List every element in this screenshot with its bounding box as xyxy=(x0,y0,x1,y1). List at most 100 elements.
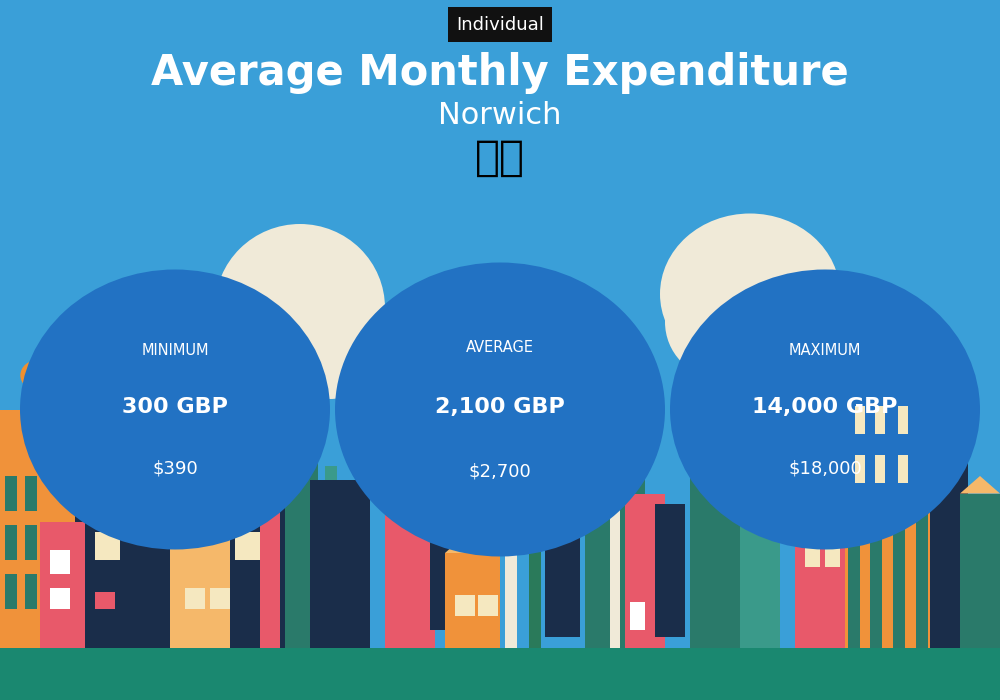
Text: AVERAGE: AVERAGE xyxy=(466,340,534,356)
Bar xyxy=(855,406,865,434)
Ellipse shape xyxy=(20,360,56,391)
Bar xyxy=(25,525,37,560)
Bar xyxy=(210,588,230,609)
Bar xyxy=(5,476,17,511)
Ellipse shape xyxy=(735,336,815,406)
Ellipse shape xyxy=(335,262,665,556)
Bar xyxy=(130,476,155,504)
Ellipse shape xyxy=(44,419,80,450)
Ellipse shape xyxy=(809,357,841,385)
Ellipse shape xyxy=(665,266,775,378)
Text: Average Monthly Expenditure: Average Monthly Expenditure xyxy=(151,52,849,94)
Ellipse shape xyxy=(127,377,163,407)
Bar xyxy=(928,424,968,648)
Ellipse shape xyxy=(215,224,385,392)
Bar xyxy=(655,504,685,637)
Bar xyxy=(235,532,260,560)
Bar xyxy=(845,340,930,648)
Bar xyxy=(230,508,300,648)
Bar xyxy=(50,574,62,609)
Bar xyxy=(5,525,17,560)
Bar xyxy=(0,410,75,648)
Ellipse shape xyxy=(730,287,830,385)
Bar xyxy=(25,574,37,609)
Ellipse shape xyxy=(670,270,980,550)
Bar xyxy=(300,438,318,648)
Bar xyxy=(825,441,840,469)
Text: $2,700: $2,700 xyxy=(469,462,531,480)
Bar xyxy=(95,592,115,609)
Ellipse shape xyxy=(45,354,135,430)
Bar xyxy=(875,406,885,434)
Text: MAXIMUM: MAXIMUM xyxy=(789,343,861,358)
Ellipse shape xyxy=(759,402,791,430)
Bar xyxy=(310,480,370,648)
Bar xyxy=(478,595,498,616)
Bar xyxy=(95,532,120,560)
Ellipse shape xyxy=(385,486,435,528)
Text: 14,000 GBP: 14,000 GBP xyxy=(752,397,898,416)
Ellipse shape xyxy=(114,345,150,376)
Bar xyxy=(825,490,840,518)
Ellipse shape xyxy=(794,389,826,417)
Bar xyxy=(875,455,885,483)
Bar xyxy=(260,452,280,648)
Text: MINIMUM: MINIMUM xyxy=(141,343,209,358)
Text: 300 GBP: 300 GBP xyxy=(122,397,228,416)
Text: Individual: Individual xyxy=(456,15,544,34)
Bar xyxy=(585,473,645,648)
Ellipse shape xyxy=(709,357,741,385)
Bar xyxy=(805,441,820,469)
Bar xyxy=(430,518,460,630)
Ellipse shape xyxy=(45,334,81,365)
Ellipse shape xyxy=(114,408,150,439)
Bar xyxy=(916,340,928,648)
Bar xyxy=(505,473,517,648)
Ellipse shape xyxy=(486,424,536,500)
Text: $18,000: $18,000 xyxy=(788,459,862,477)
Bar xyxy=(898,406,908,434)
Bar xyxy=(848,340,860,648)
Polygon shape xyxy=(960,476,1000,494)
Text: 🇬🇧: 🇬🇧 xyxy=(475,136,525,178)
Bar xyxy=(40,522,85,648)
Bar xyxy=(855,455,865,483)
Bar xyxy=(390,556,405,648)
Bar xyxy=(870,340,882,648)
Ellipse shape xyxy=(794,325,826,353)
Bar xyxy=(610,452,620,648)
Ellipse shape xyxy=(724,325,756,353)
Bar xyxy=(630,602,645,630)
Ellipse shape xyxy=(724,389,756,417)
Bar xyxy=(960,494,1000,648)
Bar xyxy=(285,473,300,648)
Bar xyxy=(529,494,541,648)
Ellipse shape xyxy=(660,214,840,374)
Bar xyxy=(445,553,500,648)
Bar xyxy=(75,416,175,648)
Ellipse shape xyxy=(585,392,645,476)
Bar xyxy=(325,466,337,648)
Bar xyxy=(825,539,840,567)
Bar xyxy=(805,539,820,567)
Ellipse shape xyxy=(20,270,330,550)
Bar xyxy=(690,452,745,648)
Bar xyxy=(795,395,850,648)
Bar xyxy=(170,536,230,648)
Text: Norwich: Norwich xyxy=(438,101,562,130)
Bar xyxy=(0,648,1000,700)
Text: 2,100 GBP: 2,100 GBP xyxy=(435,397,565,416)
Bar xyxy=(50,550,70,574)
Bar xyxy=(185,588,205,609)
Polygon shape xyxy=(445,528,500,553)
Bar xyxy=(50,525,62,560)
Ellipse shape xyxy=(280,301,380,399)
Bar xyxy=(893,340,905,648)
Bar xyxy=(50,588,70,609)
Bar xyxy=(625,494,665,648)
Bar xyxy=(740,494,780,648)
Ellipse shape xyxy=(215,273,335,399)
Ellipse shape xyxy=(20,393,56,424)
Ellipse shape xyxy=(759,312,791,340)
Bar xyxy=(455,595,475,616)
